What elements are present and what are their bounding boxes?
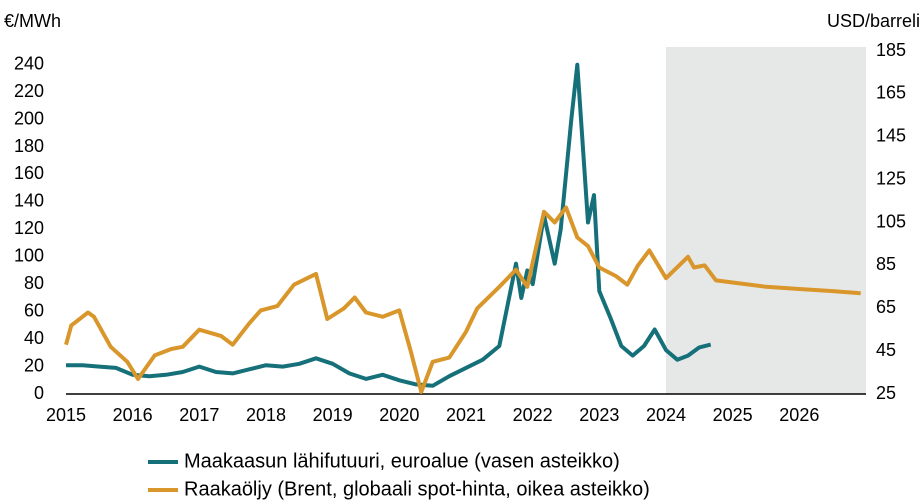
x-tick-label: 2025: [713, 405, 753, 425]
legend-label: Raakaöljy (Brent, globaali spot-hinta, o…: [184, 478, 650, 500]
y2-tick-label: 165: [876, 83, 906, 103]
y-tick-label: 100: [14, 246, 44, 266]
y-tick-label: 120: [14, 218, 44, 238]
x-tick-label: 2017: [179, 405, 219, 425]
forecast-shade: [666, 47, 866, 394]
x-tick-label: 2022: [513, 405, 553, 425]
y-tick-label: 60: [24, 300, 44, 320]
y2-tick-label: 185: [876, 40, 906, 60]
y-tick-label: 220: [14, 81, 44, 101]
x-tick-label: 2026: [779, 405, 819, 425]
y-tick-label: 0: [34, 383, 44, 403]
y2-tick-label: 105: [876, 211, 906, 231]
x-tick-label: 2021: [446, 405, 486, 425]
y2-tick-label: 45: [876, 340, 896, 360]
y-tick-label: 40: [24, 328, 44, 348]
y-tick-label: 180: [14, 136, 44, 156]
y-axis-label: €/MWh: [4, 11, 61, 31]
x-tick-label: 2016: [113, 405, 153, 425]
y-tick-label: 200: [14, 108, 44, 128]
x-tick-label: 2024: [646, 405, 686, 425]
y2-tick-label: 65: [876, 297, 896, 317]
y-tick-label: 20: [24, 355, 44, 375]
y2-axis-label: USD/barreli: [827, 11, 920, 31]
x-tick-label: 2020: [379, 405, 419, 425]
series-line: [64, 205, 861, 394]
series-line: [66, 62, 712, 388]
y2-tick-label: 85: [876, 254, 896, 274]
y2-tick-label: 145: [876, 126, 906, 146]
y-tick-label: 160: [14, 163, 44, 183]
y-tick-label: 80: [24, 273, 44, 293]
x-tick-label: 2019: [313, 405, 353, 425]
y-tick-label: 240: [14, 53, 44, 73]
legend-label: Maakaasun lähifutuuri, euroalue (vasen a…: [184, 450, 620, 472]
y2-tick-label: 125: [876, 168, 906, 188]
x-tick-label: 2015: [46, 405, 86, 425]
x-tick-label: 2023: [579, 405, 619, 425]
x-tick-label: 2018: [246, 405, 286, 425]
y-tick-label: 140: [14, 191, 44, 211]
y2-tick-label: 25: [876, 383, 896, 403]
